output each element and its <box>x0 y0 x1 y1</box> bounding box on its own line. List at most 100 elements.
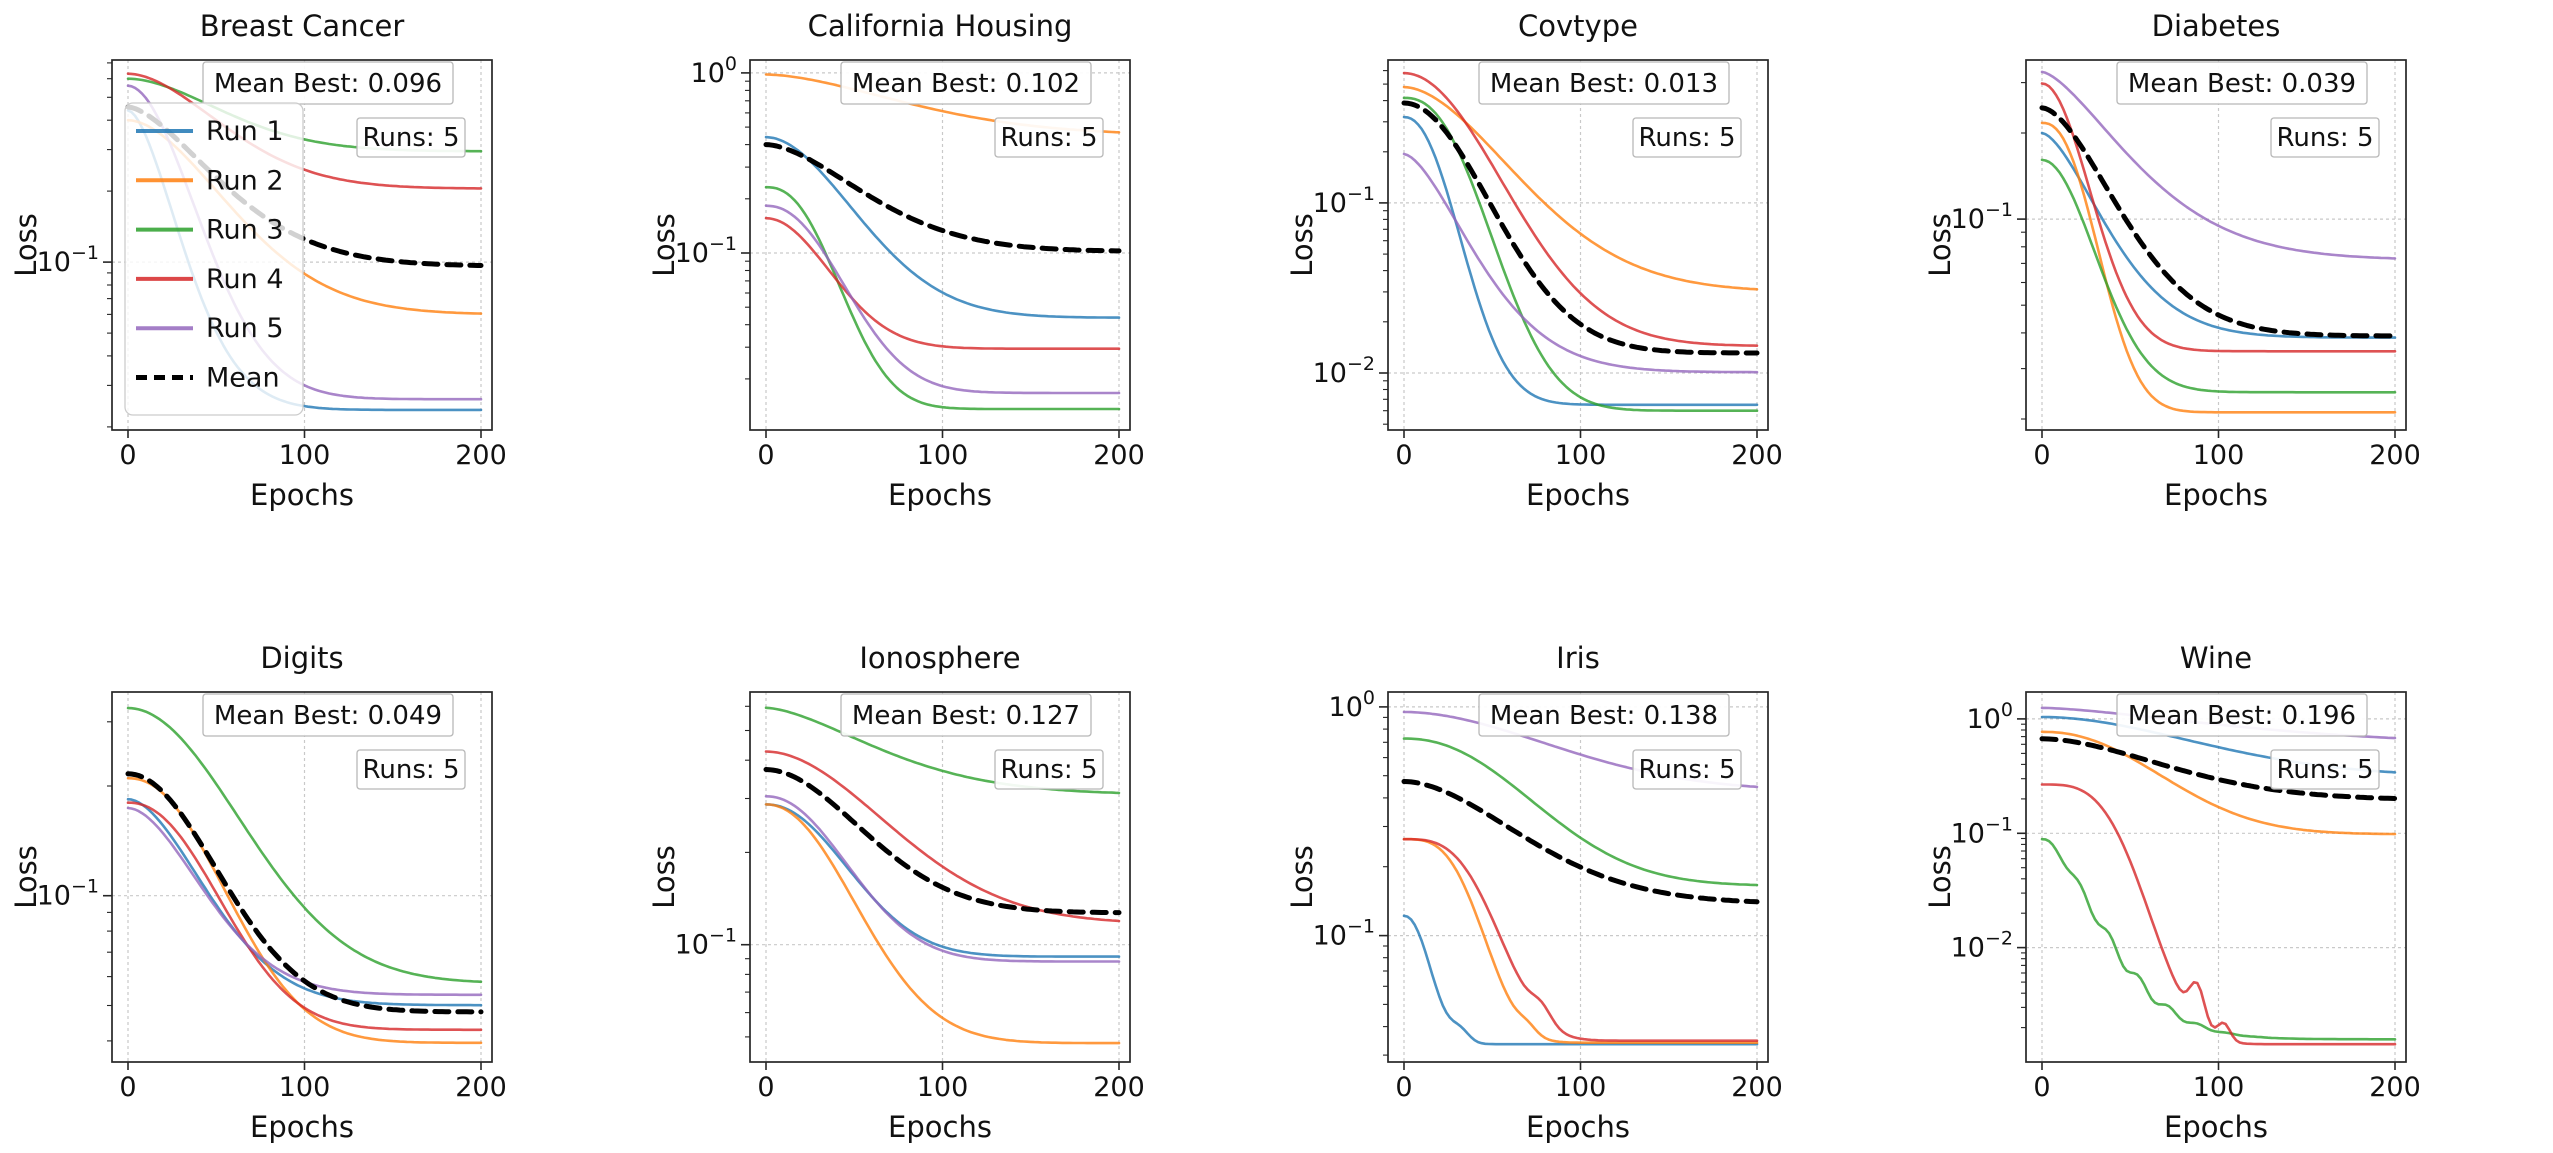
runs-annotation: Runs: 5 <box>1001 123 1098 153</box>
legend-entry: Mean <box>136 363 280 394</box>
run-line <box>2040 158 2397 394</box>
runs-annotation: Runs: 5 <box>2277 123 2374 153</box>
x-tick-label: 0 <box>757 1072 774 1103</box>
legend-entry-label: Run 3 <box>206 215 284 246</box>
chart-title: Breast Cancer <box>200 9 405 43</box>
runs-annotation: Runs: 5 <box>363 123 460 153</box>
subplot-ionosphere: Ionosphere 10−1 0 100 200 Loss Epochs Mean Best… <box>638 576 1276 1152</box>
axis-spine <box>749 59 1131 431</box>
y-axis-label: Loss <box>647 213 681 277</box>
y-tick-label: 100 <box>1967 699 2013 735</box>
x-tick-label: 100 <box>2193 440 2245 471</box>
legend-entry-label: Run 5 <box>206 313 284 344</box>
mean-best-annotation: Mean Best: 0.039 <box>2128 69 2356 99</box>
chart-title: Covtype <box>1518 9 1638 43</box>
run-line <box>764 706 1121 795</box>
x-tick-label: 200 <box>2369 440 2421 471</box>
legend-entry-label: Run 2 <box>206 165 284 196</box>
run-line <box>2040 82 2397 353</box>
x-tick-label: 100 <box>1555 1072 1607 1103</box>
x-tick-label: 200 <box>455 440 507 471</box>
axis-spine <box>2025 59 2407 431</box>
chart-title: California Housing <box>808 9 1073 43</box>
run-line <box>764 750 1121 923</box>
mean-best-annotation-box <box>2116 693 2368 737</box>
x-tick-label: 100 <box>917 440 969 471</box>
axis-spine <box>1387 691 1769 1063</box>
chart-title: Iris <box>1556 641 1600 675</box>
mean-best-annotation-box <box>1478 693 1730 737</box>
x-tick-label: 200 <box>1731 1072 1783 1103</box>
run-line <box>1402 115 1759 407</box>
run-line <box>1402 837 1759 1043</box>
mean-best-annotation: Mean Best: 0.049 <box>214 701 442 731</box>
runs-annotation-box <box>994 749 1104 790</box>
x-tick-label: 100 <box>1555 440 1607 471</box>
runs-annotation: Runs: 5 <box>363 755 460 785</box>
x-axis-label: Epochs <box>2164 1110 2268 1144</box>
x-axis-label: Epochs <box>888 478 992 512</box>
chart-title: Ionosphere <box>859 641 1020 675</box>
axis-spine <box>111 59 493 431</box>
y-axis-label: Loss <box>1923 213 1957 277</box>
x-tick-label: 200 <box>2369 1072 2421 1103</box>
legend: Run 1 Run 2 Run 3 Run 4 Run 5 Mean <box>124 102 304 416</box>
legend-entry: Run 4 <box>136 264 284 295</box>
x-tick-label: 100 <box>2193 1072 2245 1103</box>
x-tick-label: 200 <box>1093 440 1145 471</box>
mean-line <box>2039 105 2398 339</box>
x-tick-label: 200 <box>455 1072 507 1103</box>
x-tick-label: 200 <box>1093 1072 1145 1103</box>
runs-annotation-box <box>2270 749 2380 790</box>
axis-spine <box>749 691 1131 1063</box>
run-line <box>764 803 1121 958</box>
mean-line <box>763 767 1122 916</box>
x-axis-label: Epochs <box>1526 1110 1630 1144</box>
runs-annotation-box <box>356 749 466 790</box>
run-line <box>764 795 1121 963</box>
run-line <box>1402 96 1759 413</box>
subplot-digits: Digits 10−1 0 100 200 Loss Epochs Mean Best: 0.… <box>0 576 638 1152</box>
run-line <box>2040 121 2397 414</box>
mean-best-annotation: Mean Best: 0.102 <box>852 69 1080 99</box>
runs-annotation-box <box>994 117 1104 158</box>
axis-spine <box>111 691 493 1063</box>
runs-annotation: Runs: 5 <box>2277 755 2374 785</box>
run-line <box>2040 70 2397 260</box>
y-tick-label: 10−1 <box>1951 199 2013 235</box>
run-line <box>1402 837 1759 1045</box>
legend-entry: Run 3 <box>136 215 284 246</box>
mean-line <box>763 142 1122 254</box>
mean-best-annotation: Mean Best: 0.127 <box>852 701 1080 731</box>
x-tick-label: 0 <box>2033 440 2050 471</box>
y-tick-label: 10−1 <box>37 242 99 278</box>
runs-annotation: Runs: 5 <box>1001 755 1098 785</box>
x-tick-label: 100 <box>279 1072 331 1103</box>
axis-spine <box>1387 59 1769 431</box>
run-line <box>764 803 1121 1045</box>
run-line <box>764 216 1121 351</box>
mean-best-annotation-box <box>840 61 1092 105</box>
mean-best-annotation-box <box>840 693 1092 737</box>
legend-entry-label: Mean <box>206 363 280 394</box>
y-axis-label: Loss <box>1923 845 1957 909</box>
mean-best-annotation: Mean Best: 0.196 <box>2128 701 2356 731</box>
y-tick-label: 10−1 <box>1313 183 1375 219</box>
x-tick-label: 0 <box>2033 1072 2050 1103</box>
subplot-covtype: Covtype 10−1 10−2 0 100 200 Loss Epochs Mean Bes… <box>1276 0 1914 576</box>
runs-annotation: Runs: 5 <box>1639 123 1736 153</box>
mean-line <box>125 771 484 1015</box>
x-axis-label: Epochs <box>2164 478 2268 512</box>
x-tick-label: 0 <box>1395 440 1412 471</box>
y-axis-label: Loss <box>647 845 681 909</box>
legend-entry: Run 2 <box>136 165 284 196</box>
legend-entry-label: Run 1 <box>206 116 284 147</box>
x-tick-label: 100 <box>279 440 331 471</box>
subplot-iris: Iris 100 10−1 0 100 200 Loss Epochs Mean Best: 0… <box>1276 576 1914 1152</box>
y-tick-label: 10−1 <box>675 925 737 961</box>
legend-entry: Run 1 <box>136 116 284 147</box>
legend-entry: Run 5 <box>136 313 284 344</box>
x-tick-label: 0 <box>757 440 774 471</box>
chart-title: Wine <box>2180 641 2252 675</box>
